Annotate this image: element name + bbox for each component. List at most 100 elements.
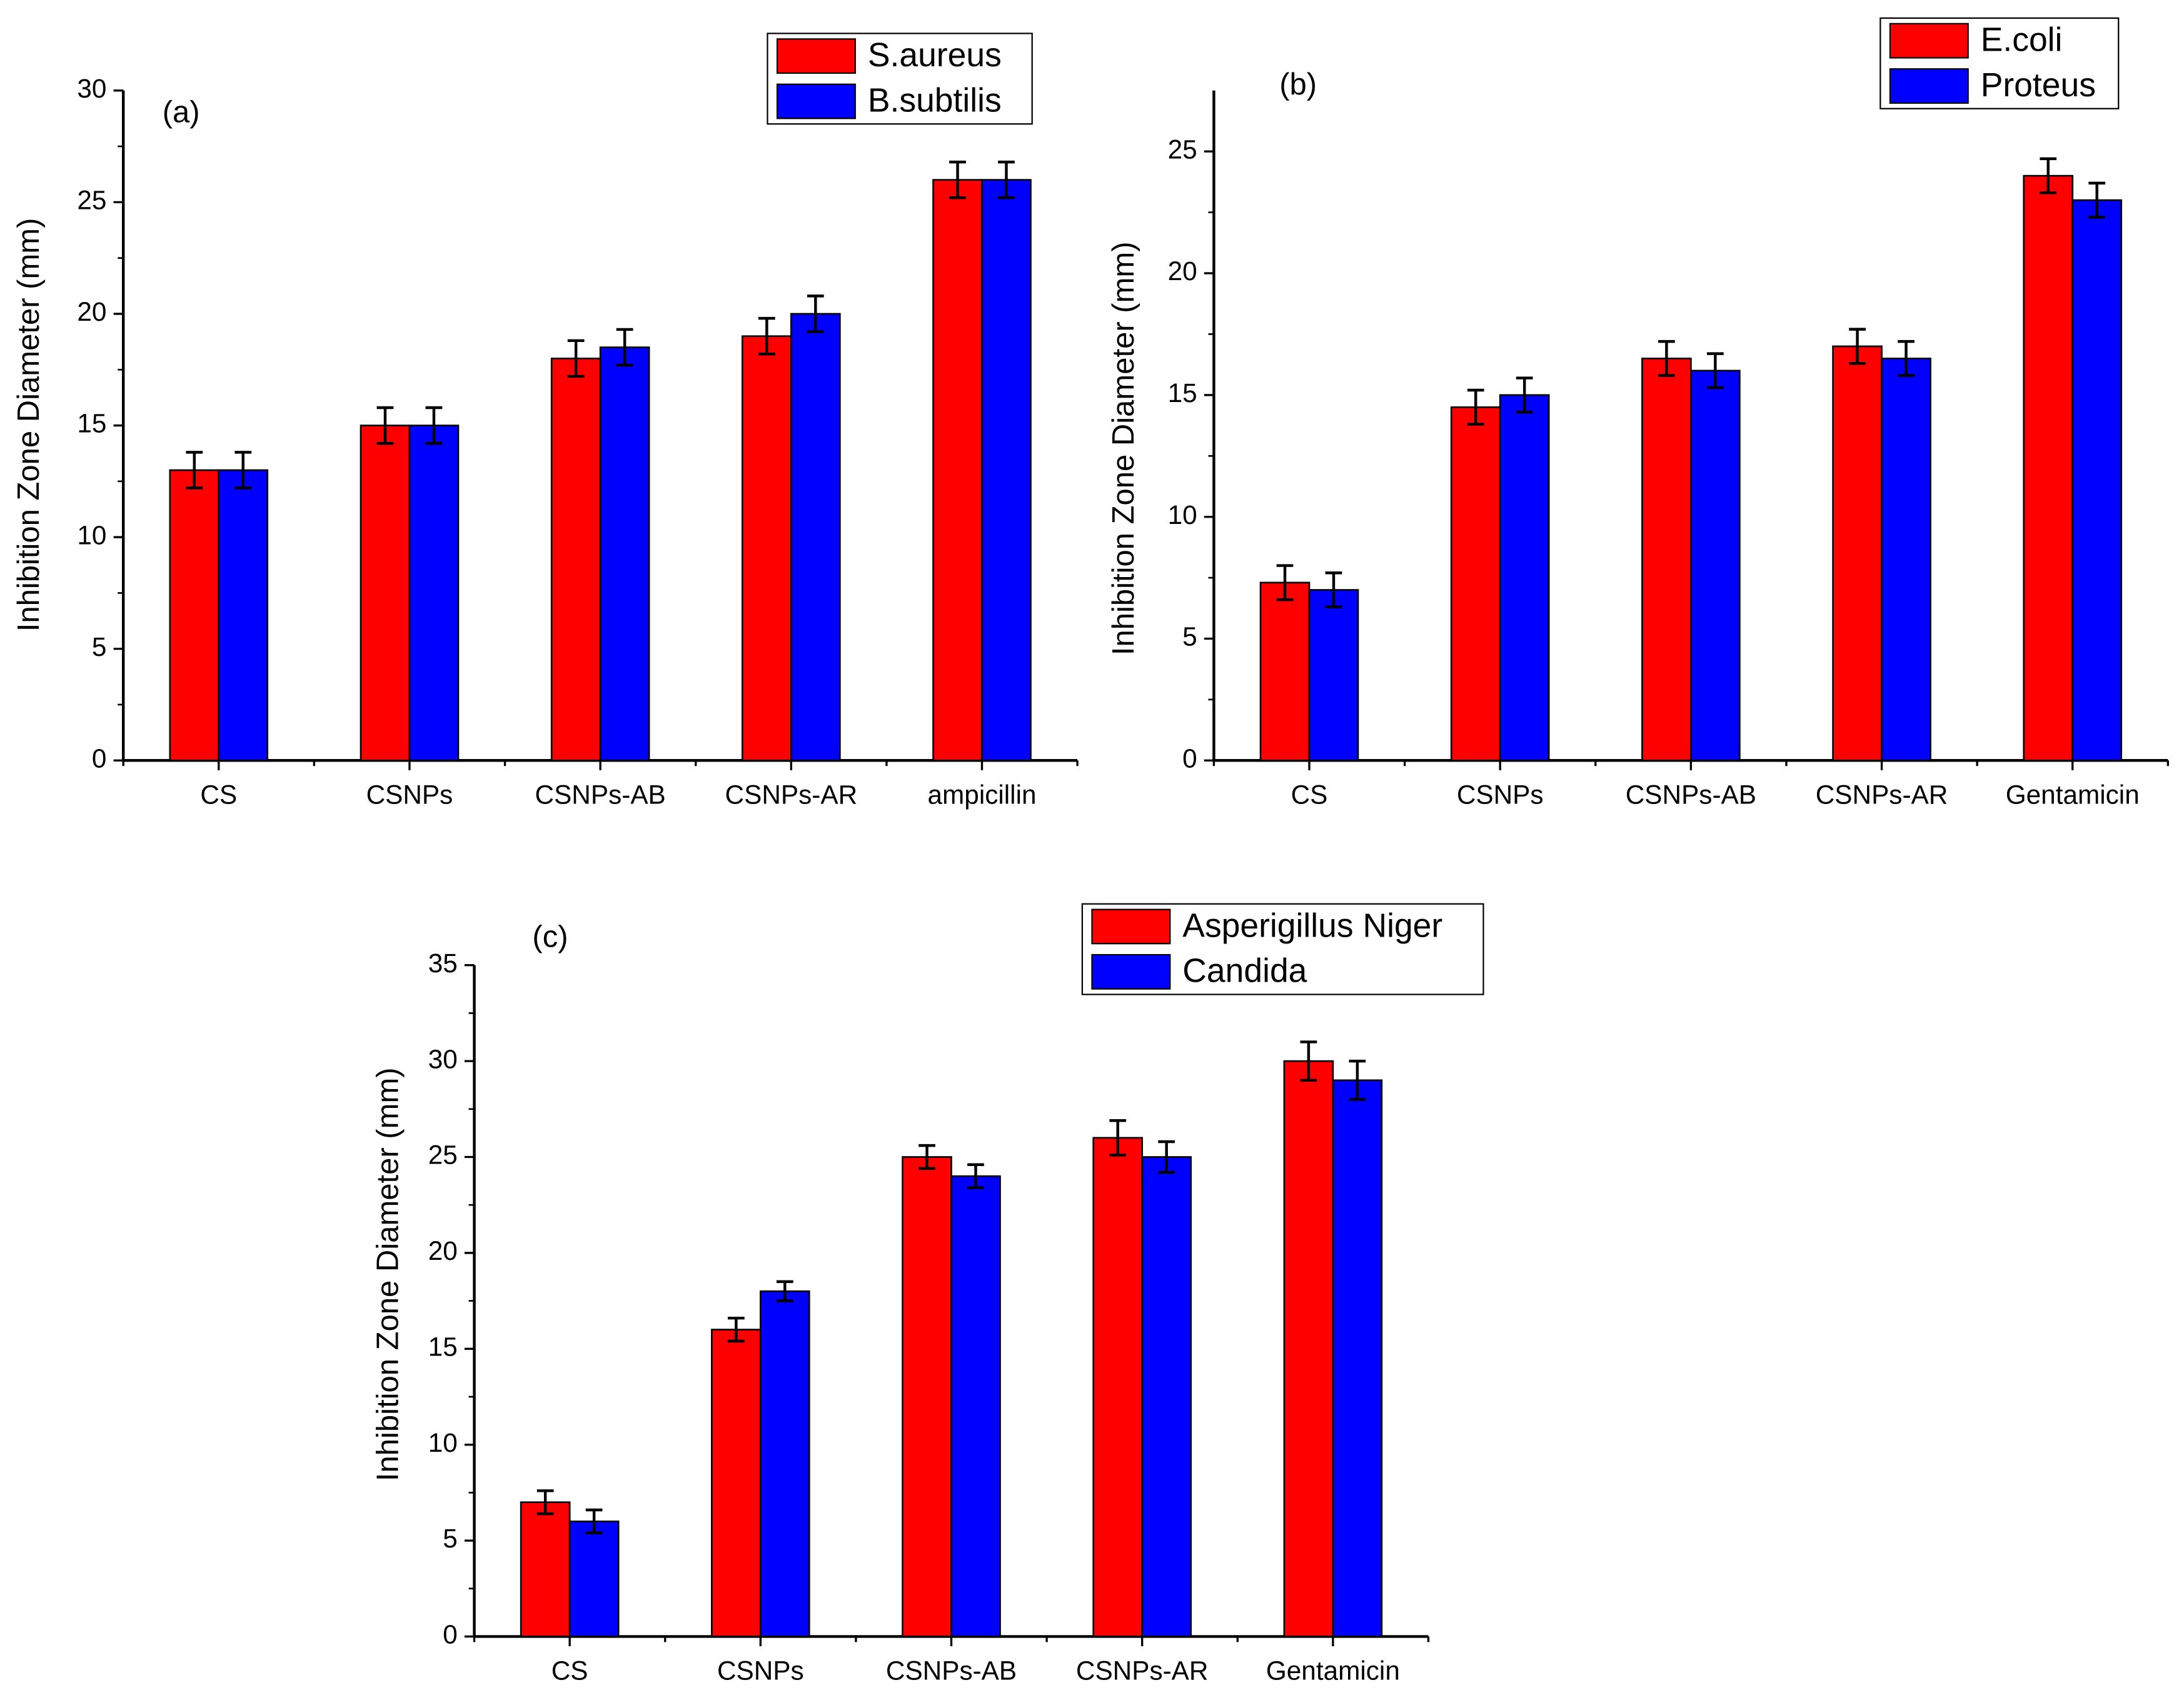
legend-swatch xyxy=(1091,908,1171,945)
legend-label: S.aureus xyxy=(868,37,1002,74)
bar xyxy=(1881,358,1931,762)
y-tick-label: 30 xyxy=(428,1044,458,1074)
y-tick-label: 15 xyxy=(77,409,106,438)
y-tick-label: 25 xyxy=(77,186,106,215)
y-tick-label: 5 xyxy=(92,632,107,661)
y-tick-label: 10 xyxy=(428,1428,458,1457)
error-bar xyxy=(1325,571,1342,609)
legend: S.aureus B.subtilis xyxy=(767,33,1033,125)
legend-swatch xyxy=(1889,68,1969,104)
x-tick-label: CSNPs-AR xyxy=(1816,780,1948,809)
error-bar xyxy=(1467,388,1484,426)
x-tick-label: CSNPs xyxy=(366,780,453,809)
bar xyxy=(981,179,1032,762)
legend: E.coli Proteus xyxy=(1880,17,2120,109)
error-bar xyxy=(998,160,1015,199)
bar xyxy=(1832,345,1883,762)
error-bar xyxy=(1658,340,1675,377)
bar xyxy=(1450,406,1501,762)
error-bar xyxy=(2040,157,2057,194)
y-tick-label: 20 xyxy=(428,1236,458,1265)
bar xyxy=(759,1290,810,1637)
bar xyxy=(218,469,269,762)
chart-panel: 0 5 10 15 20 25 CS CSNPs CSNPs-AB CSNPs-AR Gentami… xyxy=(1107,17,2169,809)
error-bar xyxy=(1706,352,1724,390)
bar xyxy=(520,1501,571,1637)
x-tick-label: CSNPs-AR xyxy=(725,780,858,809)
x-tick-label: CSNPs-AR xyxy=(1076,1656,1209,1686)
y-tick-label: 0 xyxy=(92,743,107,773)
error-bar xyxy=(1158,1140,1175,1174)
error-bar xyxy=(758,316,775,356)
y-tick-label: 10 xyxy=(1168,500,1197,530)
bar xyxy=(1641,358,1692,762)
y-tick-label: 15 xyxy=(428,1332,458,1361)
bar xyxy=(1690,370,1741,762)
y-tick-label: 0 xyxy=(443,1620,458,1649)
error-bar xyxy=(536,1489,554,1516)
y-tick-label: 15 xyxy=(1168,378,1197,408)
x-tick-label: CS xyxy=(551,1656,588,1686)
bar xyxy=(2071,199,2123,762)
bar xyxy=(902,1156,952,1637)
bar xyxy=(711,1329,762,1637)
bar xyxy=(408,425,460,762)
error-bar xyxy=(376,406,394,445)
chart-panel: 0 5 10 15 20 25 30 CS CSNPs CSNPs-AB CSNPs-AR ampic… xyxy=(12,33,1079,809)
bar xyxy=(742,335,792,762)
bar xyxy=(2023,174,2074,762)
legend-label: B.subtilis xyxy=(868,82,1002,119)
x-tick-label: CSNPs xyxy=(717,1656,804,1686)
error-bar xyxy=(967,1163,984,1189)
x-tick-label: CSNPs-AB xyxy=(886,1656,1017,1686)
error-bar xyxy=(949,160,966,199)
bar xyxy=(1332,1079,1383,1637)
error-bar xyxy=(616,328,633,367)
x-tick-label: ampicillin xyxy=(928,780,1037,809)
x-tick-label: CSNPs-AB xyxy=(535,780,666,809)
bar xyxy=(950,1175,1001,1637)
error-bar xyxy=(807,294,824,333)
error-bar xyxy=(918,1144,935,1170)
error-bar xyxy=(1276,564,1294,601)
y-tick-label: 25 xyxy=(428,1140,458,1170)
error-bar xyxy=(425,406,443,445)
y-tick-label: 5 xyxy=(443,1524,458,1553)
legend-label: Candida xyxy=(1182,953,1307,990)
x-tick-label: CSNPs-AB xyxy=(1626,780,1756,809)
error-bar xyxy=(1109,1119,1127,1157)
y-axis-label: Inhibition Zone Diameter (mm) xyxy=(371,1067,405,1481)
error-bar xyxy=(585,1508,603,1535)
error-bar xyxy=(1516,376,1533,414)
error-bar xyxy=(234,451,252,490)
error-bar xyxy=(776,1280,793,1302)
error-bar xyxy=(727,1316,745,1343)
error-bar xyxy=(1300,1040,1317,1082)
bar xyxy=(1308,589,1359,762)
legend-swatch xyxy=(1889,23,1969,59)
y-axis-label: Inhibition Zone Diameter (mm) xyxy=(1107,241,1140,655)
bar xyxy=(1141,1156,1192,1637)
legend: Asperigillus Niger Candida xyxy=(1081,903,1484,995)
panel-label: (a) xyxy=(163,96,200,129)
x-tick-label: CS xyxy=(1291,780,1328,809)
y-tick-label: 35 xyxy=(428,948,458,978)
panel-label: (c) xyxy=(532,920,568,953)
y-tick-label: 0 xyxy=(1182,743,1197,773)
bar xyxy=(550,358,601,762)
chart-panel: 0 5 10 15 20 25 30 35 CS CSNPs CSNPs-AB CSNPs-AR Gen… xyxy=(371,903,1484,1686)
bar xyxy=(169,469,220,762)
bar xyxy=(932,179,983,762)
y-tick-label: 20 xyxy=(77,297,106,326)
bar xyxy=(1259,581,1311,762)
x-tick-label: Gentamicin xyxy=(1266,1656,1400,1686)
bar xyxy=(1499,394,1550,762)
bar xyxy=(599,346,650,762)
panel-label: (b) xyxy=(1279,68,1317,101)
error-bar xyxy=(1849,328,1866,365)
error-bar xyxy=(1349,1059,1366,1101)
bar xyxy=(360,425,411,762)
legend-label: Proteus xyxy=(1981,67,2096,104)
y-tick-label: 25 xyxy=(1168,134,1197,164)
